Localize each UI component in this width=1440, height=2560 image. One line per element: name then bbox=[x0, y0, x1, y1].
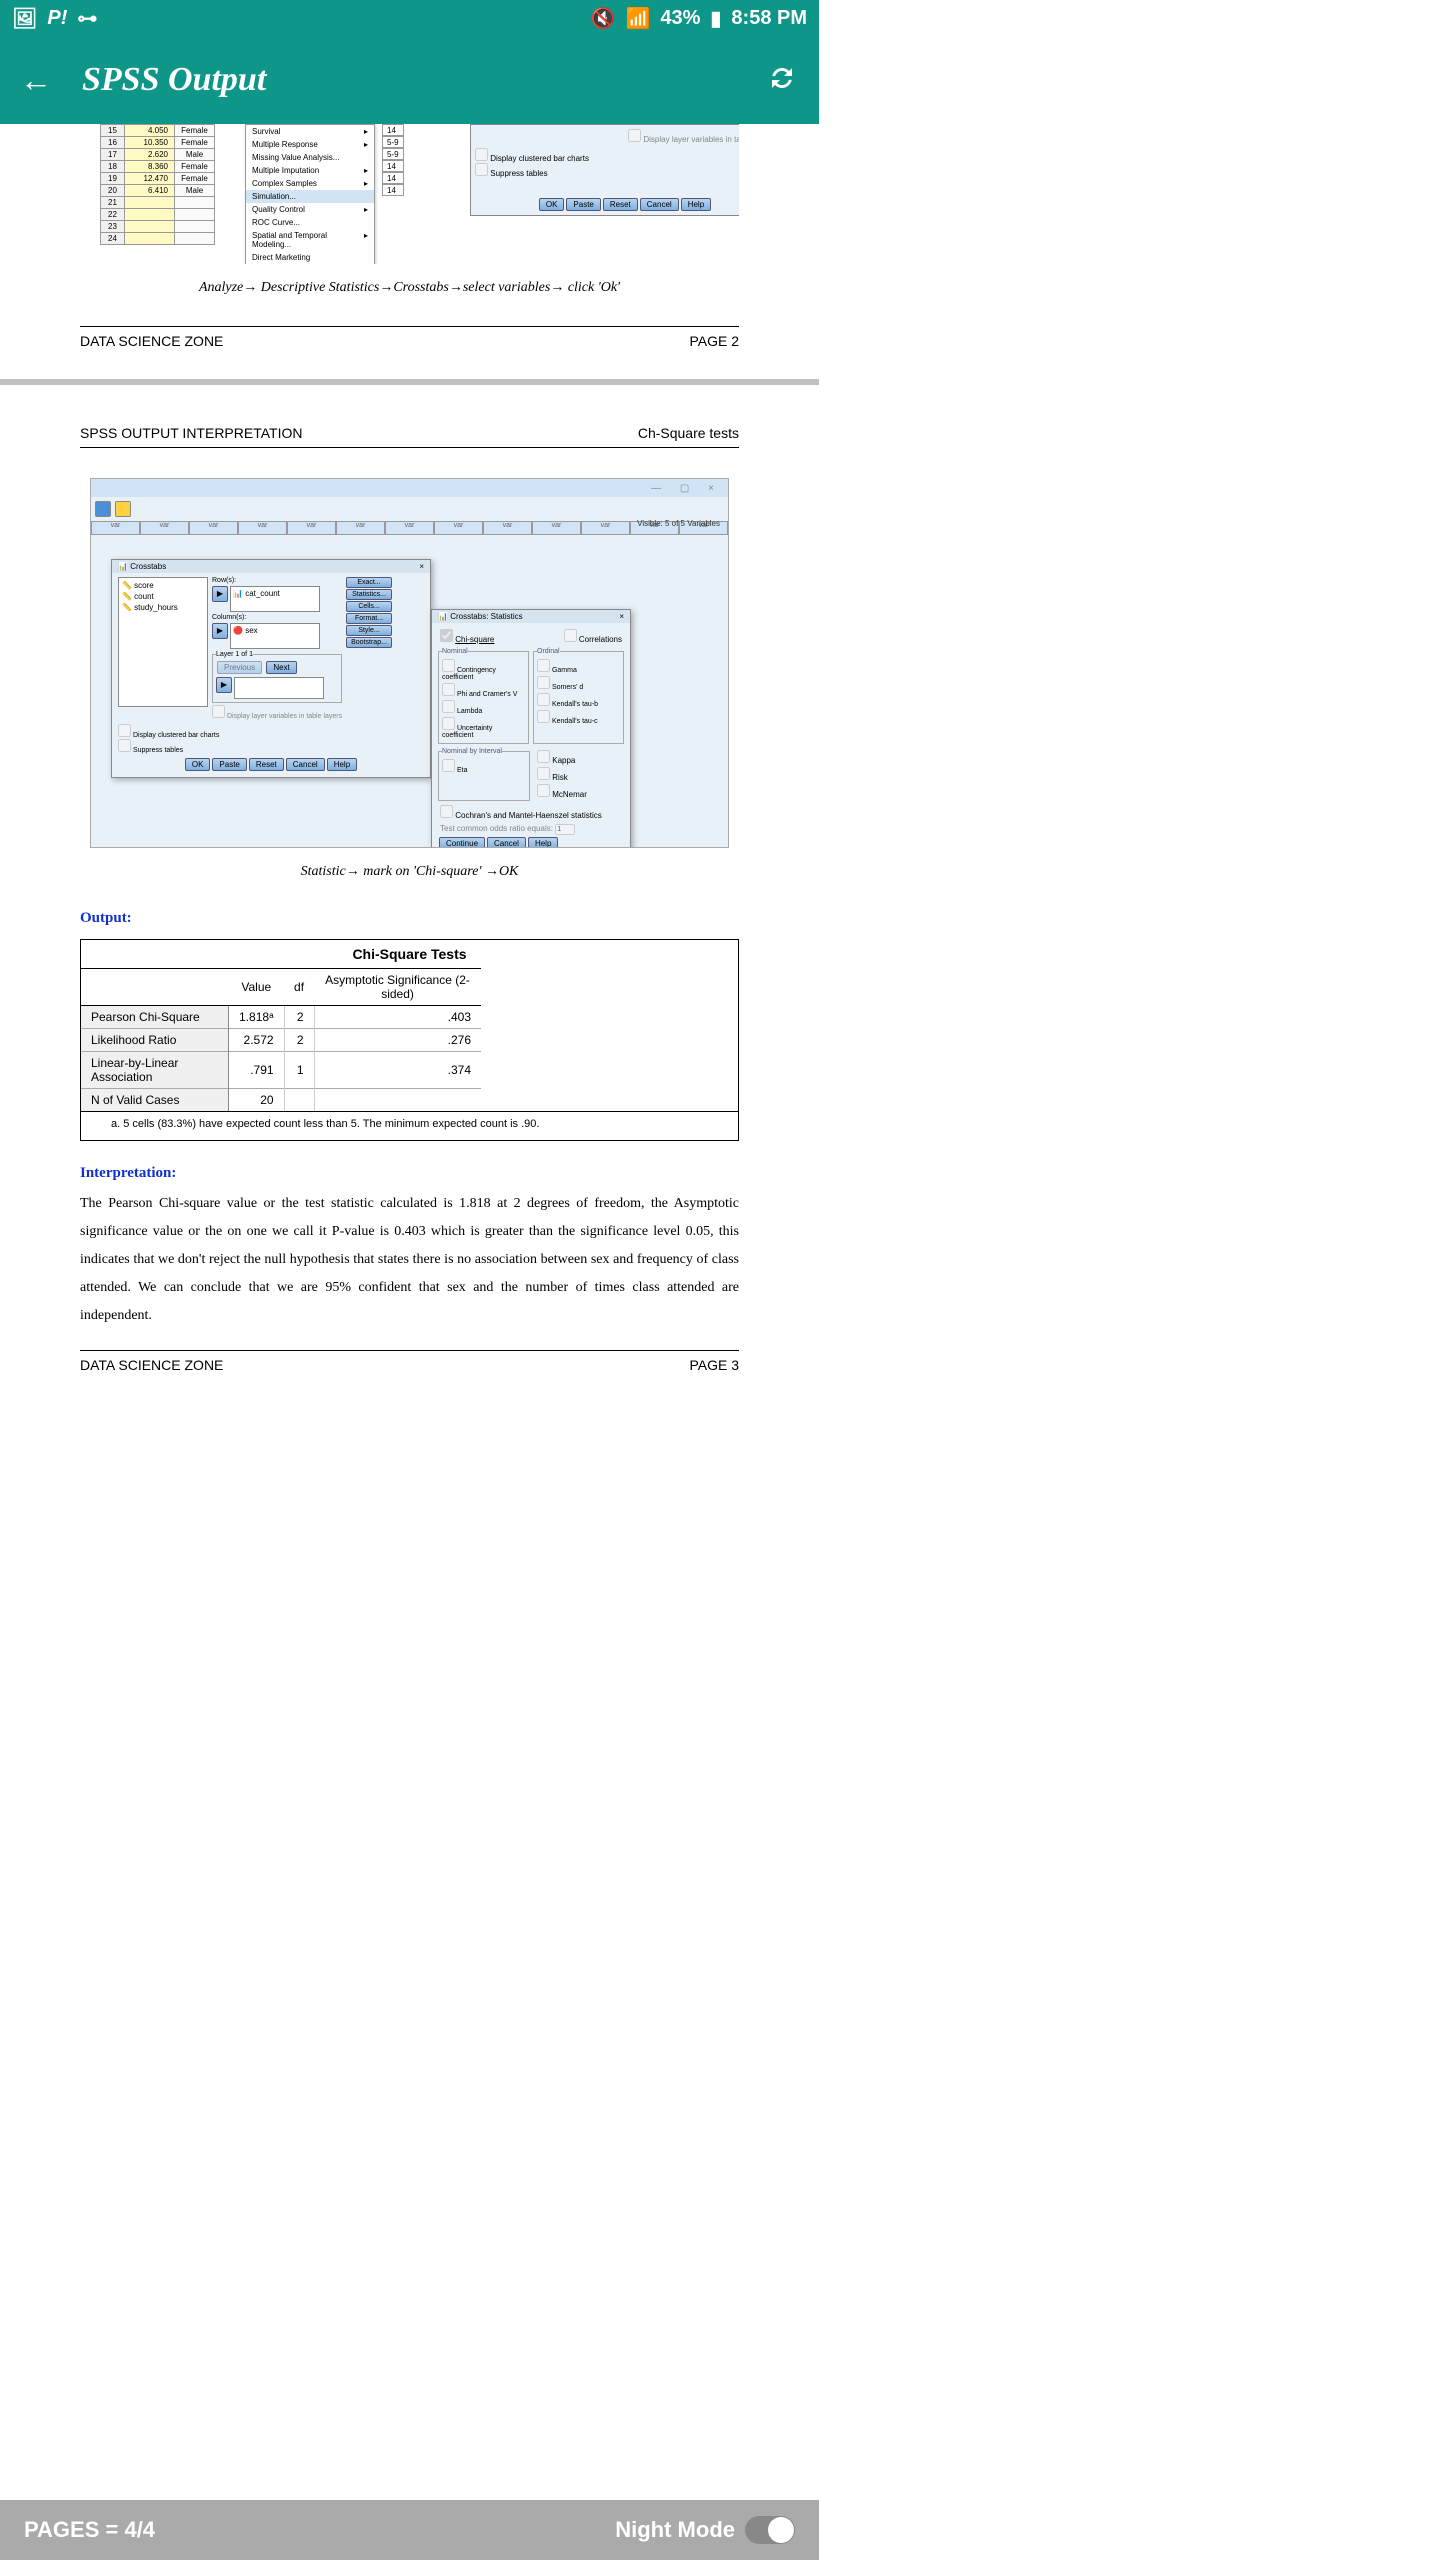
test-input bbox=[555, 824, 575, 835]
window-controls: — ▢ × bbox=[651, 483, 722, 494]
arrow-button: ▶ bbox=[216, 677, 232, 693]
app-bar: ← SPSS Output bbox=[0, 36, 819, 124]
o2: Somers' d bbox=[552, 684, 583, 691]
battery-icon: ▮ bbox=[710, 6, 721, 31]
footer-left: DATA SCIENCE ZONE bbox=[80, 1357, 223, 1373]
night-mode-label: Night Mode bbox=[615, 2517, 735, 2543]
close-icon: × bbox=[419, 562, 424, 571]
interpretation-text: The Pearson Chi-square value or the test… bbox=[80, 1190, 739, 1330]
suppress-tables-label: Suppress tables bbox=[490, 169, 547, 178]
mcnemar: McNemar bbox=[552, 790, 587, 799]
risk: Risk bbox=[552, 773, 568, 782]
chi-square-check: Chi-square bbox=[455, 635, 494, 644]
footer-left: DATA SCIENCE ZONE bbox=[80, 333, 223, 349]
caption-1: Analyze→ Descriptive Statistics→Crosstab… bbox=[80, 280, 739, 296]
clustered-bar-label: Display clustered bar charts bbox=[490, 154, 589, 163]
spss-screenshot-top: 154.050Female1610.350Female172.620Male18… bbox=[80, 124, 739, 264]
next-button: Next bbox=[266, 661, 296, 674]
close-icon: × bbox=[619, 612, 624, 621]
arrow-button: ▶ bbox=[212, 586, 228, 602]
p-icon: P! bbox=[47, 7, 67, 30]
layer-label: Layer 1 of 1 bbox=[216, 651, 253, 658]
battery-text: 43% bbox=[660, 7, 700, 30]
ck2: Suppress tables bbox=[133, 747, 183, 754]
rotate-button[interactable] bbox=[765, 61, 799, 100]
document-viewer[interactable]: 154.050Female1610.350Female172.620Male18… bbox=[0, 124, 819, 1373]
page-header-2: SPSS OUTPUT INTERPRETATION Ch-Square tes… bbox=[80, 425, 739, 448]
footer-right: PAGE 3 bbox=[689, 1357, 739, 1373]
image-icon: 🖼 bbox=[12, 6, 37, 31]
dialog-buttons: OKPasteResetCancelHelp bbox=[475, 198, 739, 211]
correlations-check: Correlations bbox=[579, 635, 622, 644]
output-heading: Output: bbox=[80, 910, 739, 927]
night-mode-toggle[interactable] bbox=[745, 2516, 795, 2544]
status-bar: 🖼 P! ⊶ 🔇 📶 43% ▮ 8:58 PM bbox=[0, 0, 819, 36]
header-left: SPSS OUTPUT INTERPRETATION bbox=[80, 425, 302, 441]
page-footer-1: DATA SCIENCE ZONE PAGE 2 bbox=[80, 326, 739, 349]
cols-value: sex bbox=[245, 626, 257, 635]
key-icon: ⊶ bbox=[77, 6, 97, 31]
o1: Gamma bbox=[552, 667, 577, 674]
rows-label: Row(s): bbox=[212, 577, 342, 584]
page-footer-2: DATA SCIENCE ZONE PAGE 3 bbox=[80, 1350, 739, 1373]
crosstabs-dialog-partial: Display layer variables in table layers … bbox=[470, 124, 739, 216]
o4: Kendall's tau-c bbox=[552, 718, 598, 725]
caption-2: Statistic→ mark on 'Chi-square' →OK bbox=[80, 864, 739, 880]
nbi1: Eta bbox=[457, 767, 468, 774]
ck1: Display clustered bar charts bbox=[133, 732, 219, 739]
header-right: Ch-Square tests bbox=[638, 425, 739, 441]
layer-checkbox-label: Display layer variables in table layers bbox=[643, 135, 739, 144]
crosstabs-title: Crosstabs bbox=[130, 562, 166, 571]
variable-list: 📏 score📏 count📏 study_hours bbox=[118, 577, 208, 707]
signal-icon: 📶 bbox=[625, 6, 650, 31]
n3: Lambda bbox=[457, 708, 482, 715]
mute-icon: 🔇 bbox=[591, 6, 616, 31]
chi-square-table: Chi-Square Tests ValuedfAsymptotic Signi… bbox=[80, 939, 739, 1141]
n2: Phi and Cramer's V bbox=[457, 691, 517, 698]
cols-label: Column(s): bbox=[212, 614, 342, 621]
chi-note: a. 5 cells (83.3%) have expected count l… bbox=[81, 1111, 738, 1140]
analyze-menu: Survival▸Multiple Response▸Missing Value… bbox=[245, 124, 375, 264]
arrow-button: ▶ bbox=[212, 623, 228, 639]
test-label: Test common odds ratio equals: bbox=[440, 824, 553, 833]
column-14: 145-95-9141414 bbox=[382, 124, 404, 196]
nbi-legend: Nominal by Interval bbox=[442, 748, 502, 755]
back-button[interactable]: ← bbox=[20, 62, 52, 99]
visible-vars-label: Visible: 5 of 5 Variables bbox=[637, 519, 720, 528]
kappa: Kappa bbox=[552, 756, 575, 765]
stats-buttons: ContinueCancelHelp bbox=[438, 837, 624, 848]
footer-right: PAGE 2 bbox=[689, 333, 739, 349]
crosstabs-buttons: OKPasteResetCancelHelp bbox=[118, 758, 424, 771]
variable-header-row: varvarvarvarvarvarvarvarvarvarvarvarvar bbox=[91, 521, 728, 535]
bottom-bar: PAGES = 4/4 Night Mode bbox=[0, 2500, 819, 2560]
page-separator bbox=[0, 379, 819, 385]
previous-button: Previous bbox=[217, 661, 262, 674]
data-table: 154.050Female1610.350Female172.620Male18… bbox=[100, 124, 215, 245]
layer-note: Display layer variables in table layers bbox=[227, 713, 342, 720]
stats-title: Crosstabs: Statistics bbox=[450, 612, 522, 621]
o3: Kendall's tau-b bbox=[552, 701, 598, 708]
crosstabs-dialog: 📊 Crosstabs× 📏 score📏 count📏 study_hours… bbox=[111, 559, 431, 778]
spss-screenshot-2: — ▢ × Visible: 5 of 5 Variables varvarva… bbox=[90, 478, 729, 848]
cochran: Cochran's and Mantel-Haenszel statistics bbox=[455, 811, 601, 820]
app-title: SPSS Output bbox=[82, 61, 266, 99]
side-buttons: Exact...Statistics...Cells...Format...St… bbox=[346, 577, 392, 720]
chi-title: Chi-Square Tests bbox=[81, 940, 738, 968]
rows-value: cat_count bbox=[245, 589, 280, 598]
ordinal-legend: Ordinal bbox=[537, 648, 560, 655]
clock-text: 8:58 PM bbox=[731, 7, 807, 30]
nominal-legend: Nominal bbox=[442, 648, 468, 655]
interpretation-heading: Interpretation: bbox=[80, 1165, 739, 1182]
pages-indicator: PAGES = 4/4 bbox=[24, 2517, 155, 2543]
statistics-dialog: 📊 Crosstabs: Statistics× Chi-square Corr… bbox=[431, 609, 631, 848]
